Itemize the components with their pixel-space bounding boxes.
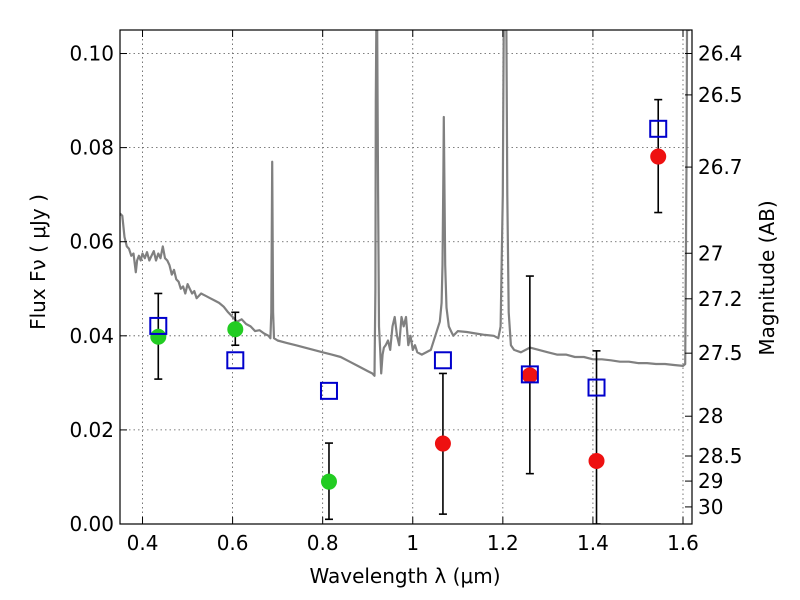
data-point bbox=[521, 367, 538, 384]
right-tick-label: 28.5 bbox=[698, 444, 743, 468]
right-tick-label: 27 bbox=[698, 241, 723, 265]
model-point bbox=[520, 365, 539, 384]
x-axis-label: Wavelength λ (μm) bbox=[309, 564, 500, 588]
data-points bbox=[149, 98, 668, 524]
x-tick-label: 1.4 bbox=[577, 531, 609, 555]
y-tick-label: 0.00 bbox=[69, 512, 114, 536]
x-tick-label: 1.2 bbox=[487, 531, 519, 555]
plot-frame bbox=[119, 29, 693, 525]
right-axis-label: Magnitude (AB) bbox=[755, 200, 779, 355]
y-axis-label: Flux Fν ( μJy ) bbox=[26, 194, 50, 330]
y-tick-label: 0.04 bbox=[69, 324, 114, 348]
model-point bbox=[149, 316, 168, 335]
y-tick-label: 0.02 bbox=[69, 418, 114, 442]
y-tick-label: 0.08 bbox=[69, 136, 114, 160]
model-point bbox=[587, 378, 606, 397]
tick-labels: 0.4 0.6 0.8 1 1.2 1.4 1.6 0.00 0.02 0.04 0.06 0.08 0… bbox=[69, 41, 742, 555]
model-spectrum-line bbox=[120, 30, 690, 377]
model-point bbox=[319, 381, 338, 400]
data-point bbox=[588, 452, 605, 469]
data-point bbox=[434, 435, 451, 452]
model-point bbox=[649, 119, 668, 138]
x-tick-label: 0.4 bbox=[127, 531, 159, 555]
right-tick-label: 28 bbox=[698, 404, 723, 428]
y-tick-label: 0.10 bbox=[69, 42, 114, 66]
data-point bbox=[227, 321, 244, 338]
model-spectrum bbox=[120, 30, 690, 377]
data-point bbox=[650, 148, 667, 165]
right-tick-label: 27.2 bbox=[698, 287, 743, 311]
right-tick-label: 27.5 bbox=[698, 341, 743, 365]
right-tick-label: 29 bbox=[698, 469, 723, 493]
model-point bbox=[433, 351, 452, 370]
y-tick-label: 0.06 bbox=[69, 230, 114, 254]
data-point bbox=[150, 328, 167, 345]
x-tick-label: 0.6 bbox=[217, 531, 249, 555]
grid bbox=[120, 30, 692, 525]
right-tick-label: 26.7 bbox=[698, 155, 743, 179]
right-tick-label: 26.5 bbox=[698, 83, 743, 107]
x-tick-label: 0.8 bbox=[307, 531, 339, 555]
right-tick-label: 30 bbox=[698, 495, 723, 519]
model-point bbox=[226, 351, 245, 370]
x-tick-label: 1 bbox=[406, 531, 419, 555]
right-tick-label: 26.4 bbox=[698, 41, 743, 65]
data-point bbox=[320, 473, 337, 490]
x-tick-label: 1.6 bbox=[667, 531, 699, 555]
ticks bbox=[120, 30, 692, 525]
